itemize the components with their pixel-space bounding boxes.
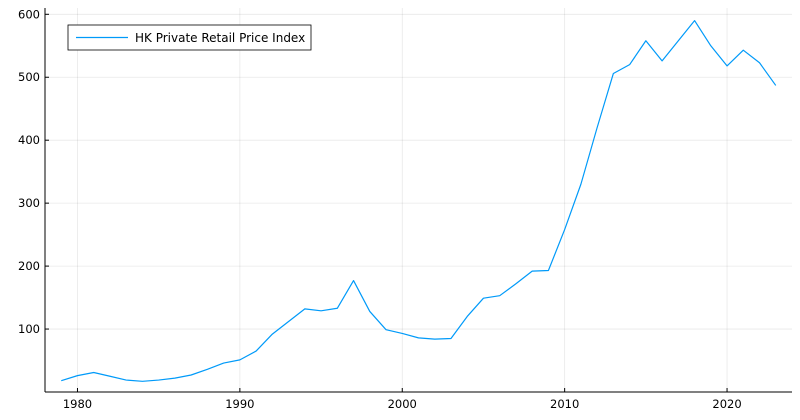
data-point	[288, 321, 289, 322]
data-point	[402, 333, 403, 334]
data-point	[337, 308, 338, 309]
y-tick-label: 500	[18, 70, 40, 84]
data-point	[678, 40, 679, 41]
data-point	[483, 298, 484, 299]
x-tick-label: 2000	[388, 397, 417, 411]
data-point	[759, 62, 760, 63]
grid	[45, 8, 792, 392]
data-point	[694, 20, 695, 21]
data-point	[191, 374, 192, 375]
data-point	[775, 85, 776, 86]
series-line	[61, 19, 777, 382]
data-point	[93, 372, 94, 373]
y-tick-label: 600	[18, 7, 40, 21]
data-point	[661, 60, 662, 61]
data-point	[223, 362, 224, 363]
data-point	[515, 283, 516, 284]
data-point	[320, 310, 321, 311]
data-point	[158, 379, 159, 380]
x-axis-ticks: 1980 1990 2000 2010 2020	[63, 388, 742, 411]
data-point	[369, 311, 370, 312]
data-point	[613, 73, 614, 74]
data-point	[142, 381, 143, 382]
x-tick-label: 2020	[712, 397, 741, 411]
data-point	[239, 359, 240, 360]
axes	[44, 8, 792, 393]
legend-label: HK Private Retail Price Index	[135, 31, 305, 45]
data-point	[743, 50, 744, 51]
x-tick-label: 1980	[63, 397, 92, 411]
legend: HK Private Retail Price Index	[67, 24, 312, 51]
y-tick-label: 300	[18, 196, 40, 210]
data-point	[174, 378, 175, 379]
data-point	[548, 270, 549, 271]
data-point	[385, 329, 386, 330]
x-tick-label: 1990	[225, 397, 254, 411]
data-point	[726, 65, 727, 66]
data-point	[256, 350, 257, 351]
series-layer	[61, 19, 777, 382]
x-tick-label: 2010	[550, 397, 579, 411]
data-point	[353, 280, 354, 281]
data-point	[580, 184, 581, 185]
data-point	[467, 316, 468, 317]
data-point	[434, 339, 435, 340]
data-point	[126, 379, 127, 380]
y-axis-ticks: 100 200 300 400 500 600	[18, 7, 49, 336]
y-tick-label: 400	[18, 133, 40, 147]
data-point	[77, 375, 78, 376]
data-point	[272, 333, 273, 334]
data-point	[418, 337, 419, 338]
data-point	[450, 338, 451, 339]
y-tick-label: 200	[18, 259, 40, 273]
data-point	[207, 369, 208, 370]
data-point	[499, 295, 500, 296]
data-point	[629, 64, 630, 65]
data-point	[109, 376, 110, 377]
data-point	[645, 40, 646, 41]
data-point	[564, 229, 565, 230]
data-point	[532, 271, 533, 272]
data-point	[61, 380, 62, 381]
data-point	[597, 127, 598, 128]
data-point	[710, 45, 711, 46]
y-tick-label: 100	[18, 322, 40, 336]
data-point	[304, 308, 305, 309]
